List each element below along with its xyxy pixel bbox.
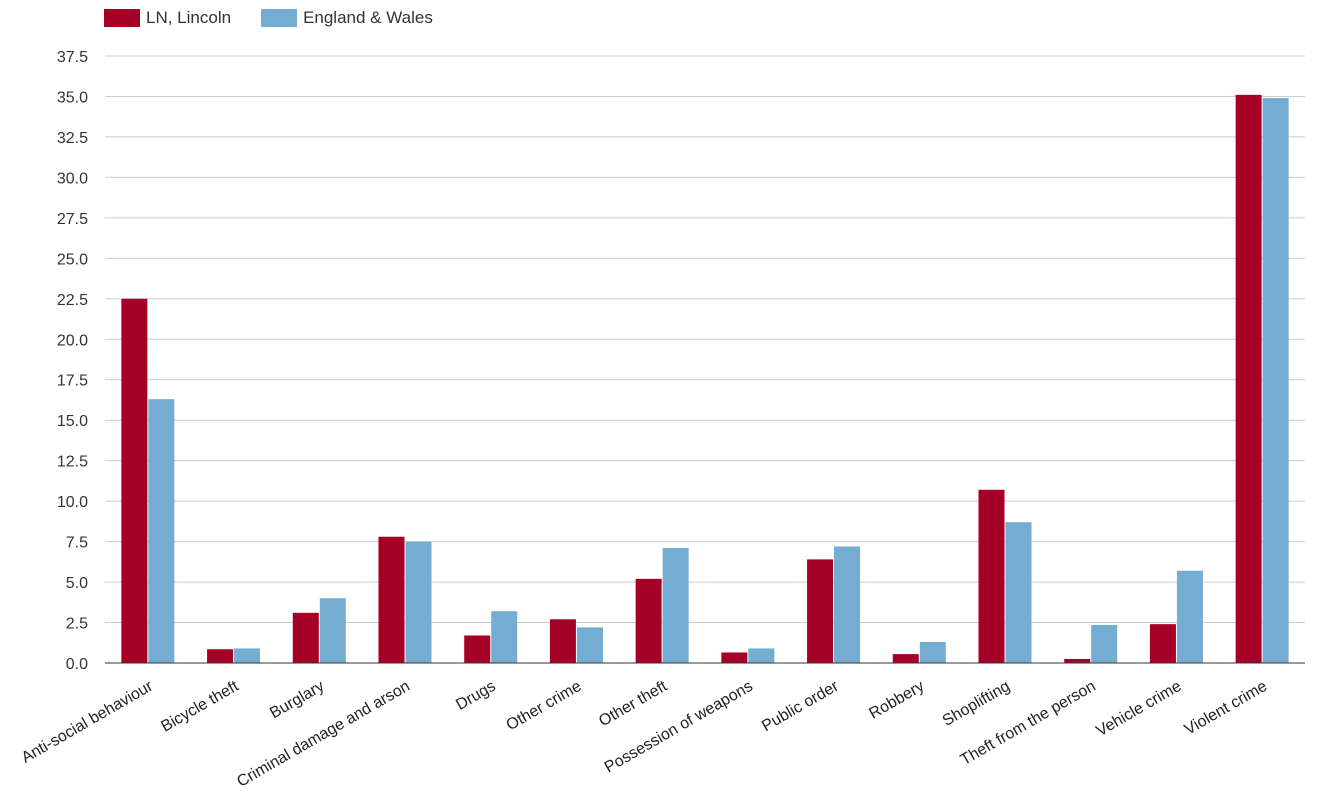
bar-england-wales <box>1091 624 1118 663</box>
y-tick-label: 37.5 <box>57 49 88 66</box>
x-tick-label: Criminal damage and arson <box>234 678 413 791</box>
legend-label-england-wales: England & Wales <box>303 8 433 27</box>
legend-item-england-wales: England & Wales <box>261 8 433 28</box>
bar-lincoln <box>121 298 148 663</box>
bar-england-wales <box>1262 98 1289 664</box>
y-tick-label: 5.0 <box>66 575 88 592</box>
bar-lincoln <box>635 578 662 663</box>
bar-england-wales <box>1005 522 1032 663</box>
bar-lincoln <box>892 654 919 663</box>
x-tick-label: Shoplifting <box>940 678 1013 730</box>
y-tick-label: 7.5 <box>66 535 88 552</box>
bar-england-wales <box>834 546 861 663</box>
bar-lincoln <box>292 612 319 663</box>
y-tick-label: 0.0 <box>66 656 88 673</box>
x-tick-label: Bicycle theft <box>158 677 242 735</box>
bar-lincoln <box>1235 94 1262 663</box>
y-tick-label: 10.0 <box>57 494 88 511</box>
x-tick-label: Other theft <box>596 677 670 730</box>
y-tick-label: 27.5 <box>57 211 88 228</box>
bar-england-wales <box>919 641 946 663</box>
bar-lincoln <box>1149 624 1176 663</box>
bar-lincoln <box>207 649 234 663</box>
y-tick-label: 30.0 <box>57 170 88 187</box>
y-tick-label: 20.0 <box>57 332 88 349</box>
x-tick-label: Vehicle crime <box>1094 678 1185 740</box>
y-tick-label: 12.5 <box>57 454 88 471</box>
x-tick-label: Drugs <box>453 678 498 714</box>
y-tick-label: 22.5 <box>57 292 88 309</box>
legend-label-lincoln: LN, Lincoln <box>146 8 232 27</box>
y-tick-label: 25.0 <box>57 251 88 268</box>
bar-england-wales <box>1176 570 1203 663</box>
legend: LN, Lincoln England & Wales <box>104 6 463 30</box>
bar-lincoln <box>378 536 405 663</box>
x-tick-label: Other crime <box>504 678 585 735</box>
x-tick-label: Robbery <box>866 678 927 723</box>
bar-lincoln <box>1064 658 1091 663</box>
y-tick-label: 17.5 <box>57 373 88 390</box>
y-tick-label: 35.0 <box>57 89 88 106</box>
x-tick-label: Possession of weapons <box>602 678 756 777</box>
legend-swatch-lincoln <box>104 9 140 27</box>
bar-lincoln <box>549 619 576 663</box>
bar-england-wales <box>491 611 518 663</box>
bar-england-wales <box>148 399 175 663</box>
bar-lincoln <box>464 635 491 663</box>
x-tick-label: Public order <box>759 677 842 735</box>
bar-lincoln <box>978 489 1005 663</box>
y-tick-label: 15.0 <box>57 413 88 430</box>
legend-swatch-england-wales <box>261 9 298 27</box>
bar-england-wales <box>405 541 432 663</box>
x-tick-label: Anti-social behaviour <box>19 677 157 766</box>
bar-england-wales <box>748 648 775 663</box>
y-tick-label: 32.5 <box>57 130 88 147</box>
bar-lincoln <box>721 652 748 663</box>
legend-item-lincoln: LN, Lincoln <box>104 8 231 28</box>
bar-england-wales <box>319 598 346 663</box>
x-tick-label: Violent crime <box>1182 678 1270 739</box>
bar-england-wales <box>662 548 689 663</box>
y-tick-label: 2.5 <box>66 616 88 633</box>
bar-lincoln <box>807 559 834 663</box>
x-tick-label: Burglary <box>267 678 327 723</box>
bar-england-wales <box>234 648 261 663</box>
bar-england-wales <box>576 627 603 663</box>
